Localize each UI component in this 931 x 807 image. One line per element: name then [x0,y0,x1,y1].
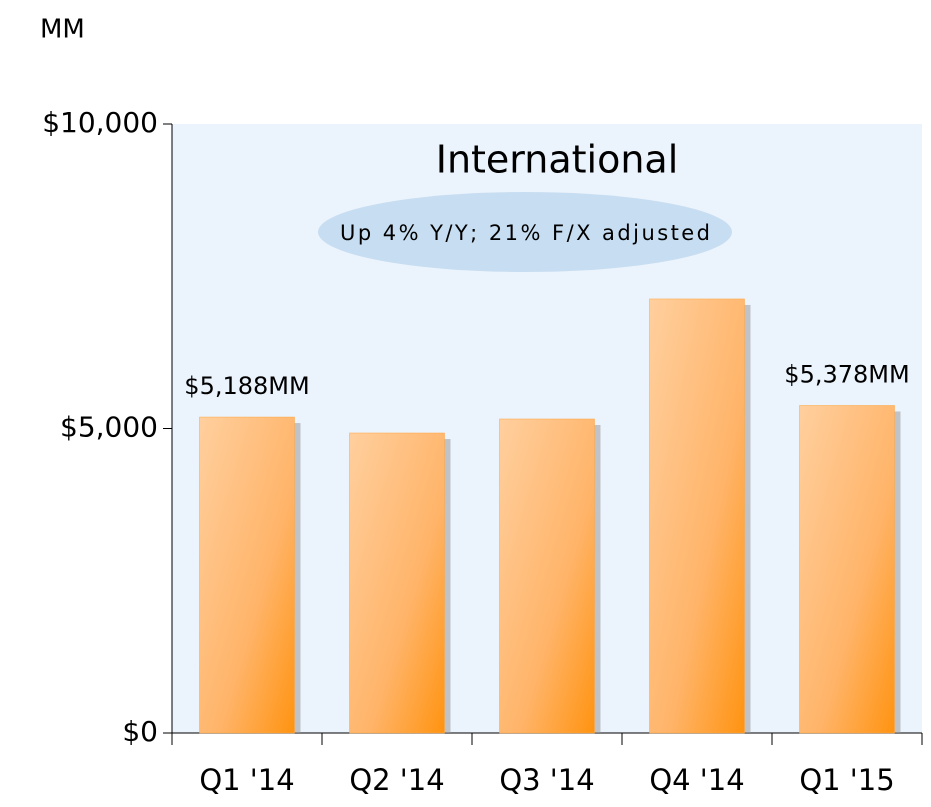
y-tick-label: $0 [122,715,158,748]
unit-label: MM [40,15,85,45]
data-label: $5,378MM [784,360,909,388]
bar [199,416,295,734]
chart-title: International [436,138,679,182]
y-tick-label: $5,000 [60,411,158,444]
x-tick-label: Q1 '15 [799,763,894,797]
bar [349,432,445,734]
annotation: Up 4% Y/Y; 21% F/X adjusted [340,221,710,245]
bar [649,298,745,734]
bar [499,418,595,734]
x-tick-label: Q3 '14 [499,763,594,797]
x-tick-label: Q1 '14 [199,763,294,797]
annotation-bubble [318,192,732,272]
bar [799,405,895,734]
x-tick-label: Q2 '14 [349,763,444,797]
x-tick-label: Q4 '14 [649,763,744,797]
y-tick-label: $10,000 [42,106,158,139]
data-label: $5,188MM [184,372,309,400]
